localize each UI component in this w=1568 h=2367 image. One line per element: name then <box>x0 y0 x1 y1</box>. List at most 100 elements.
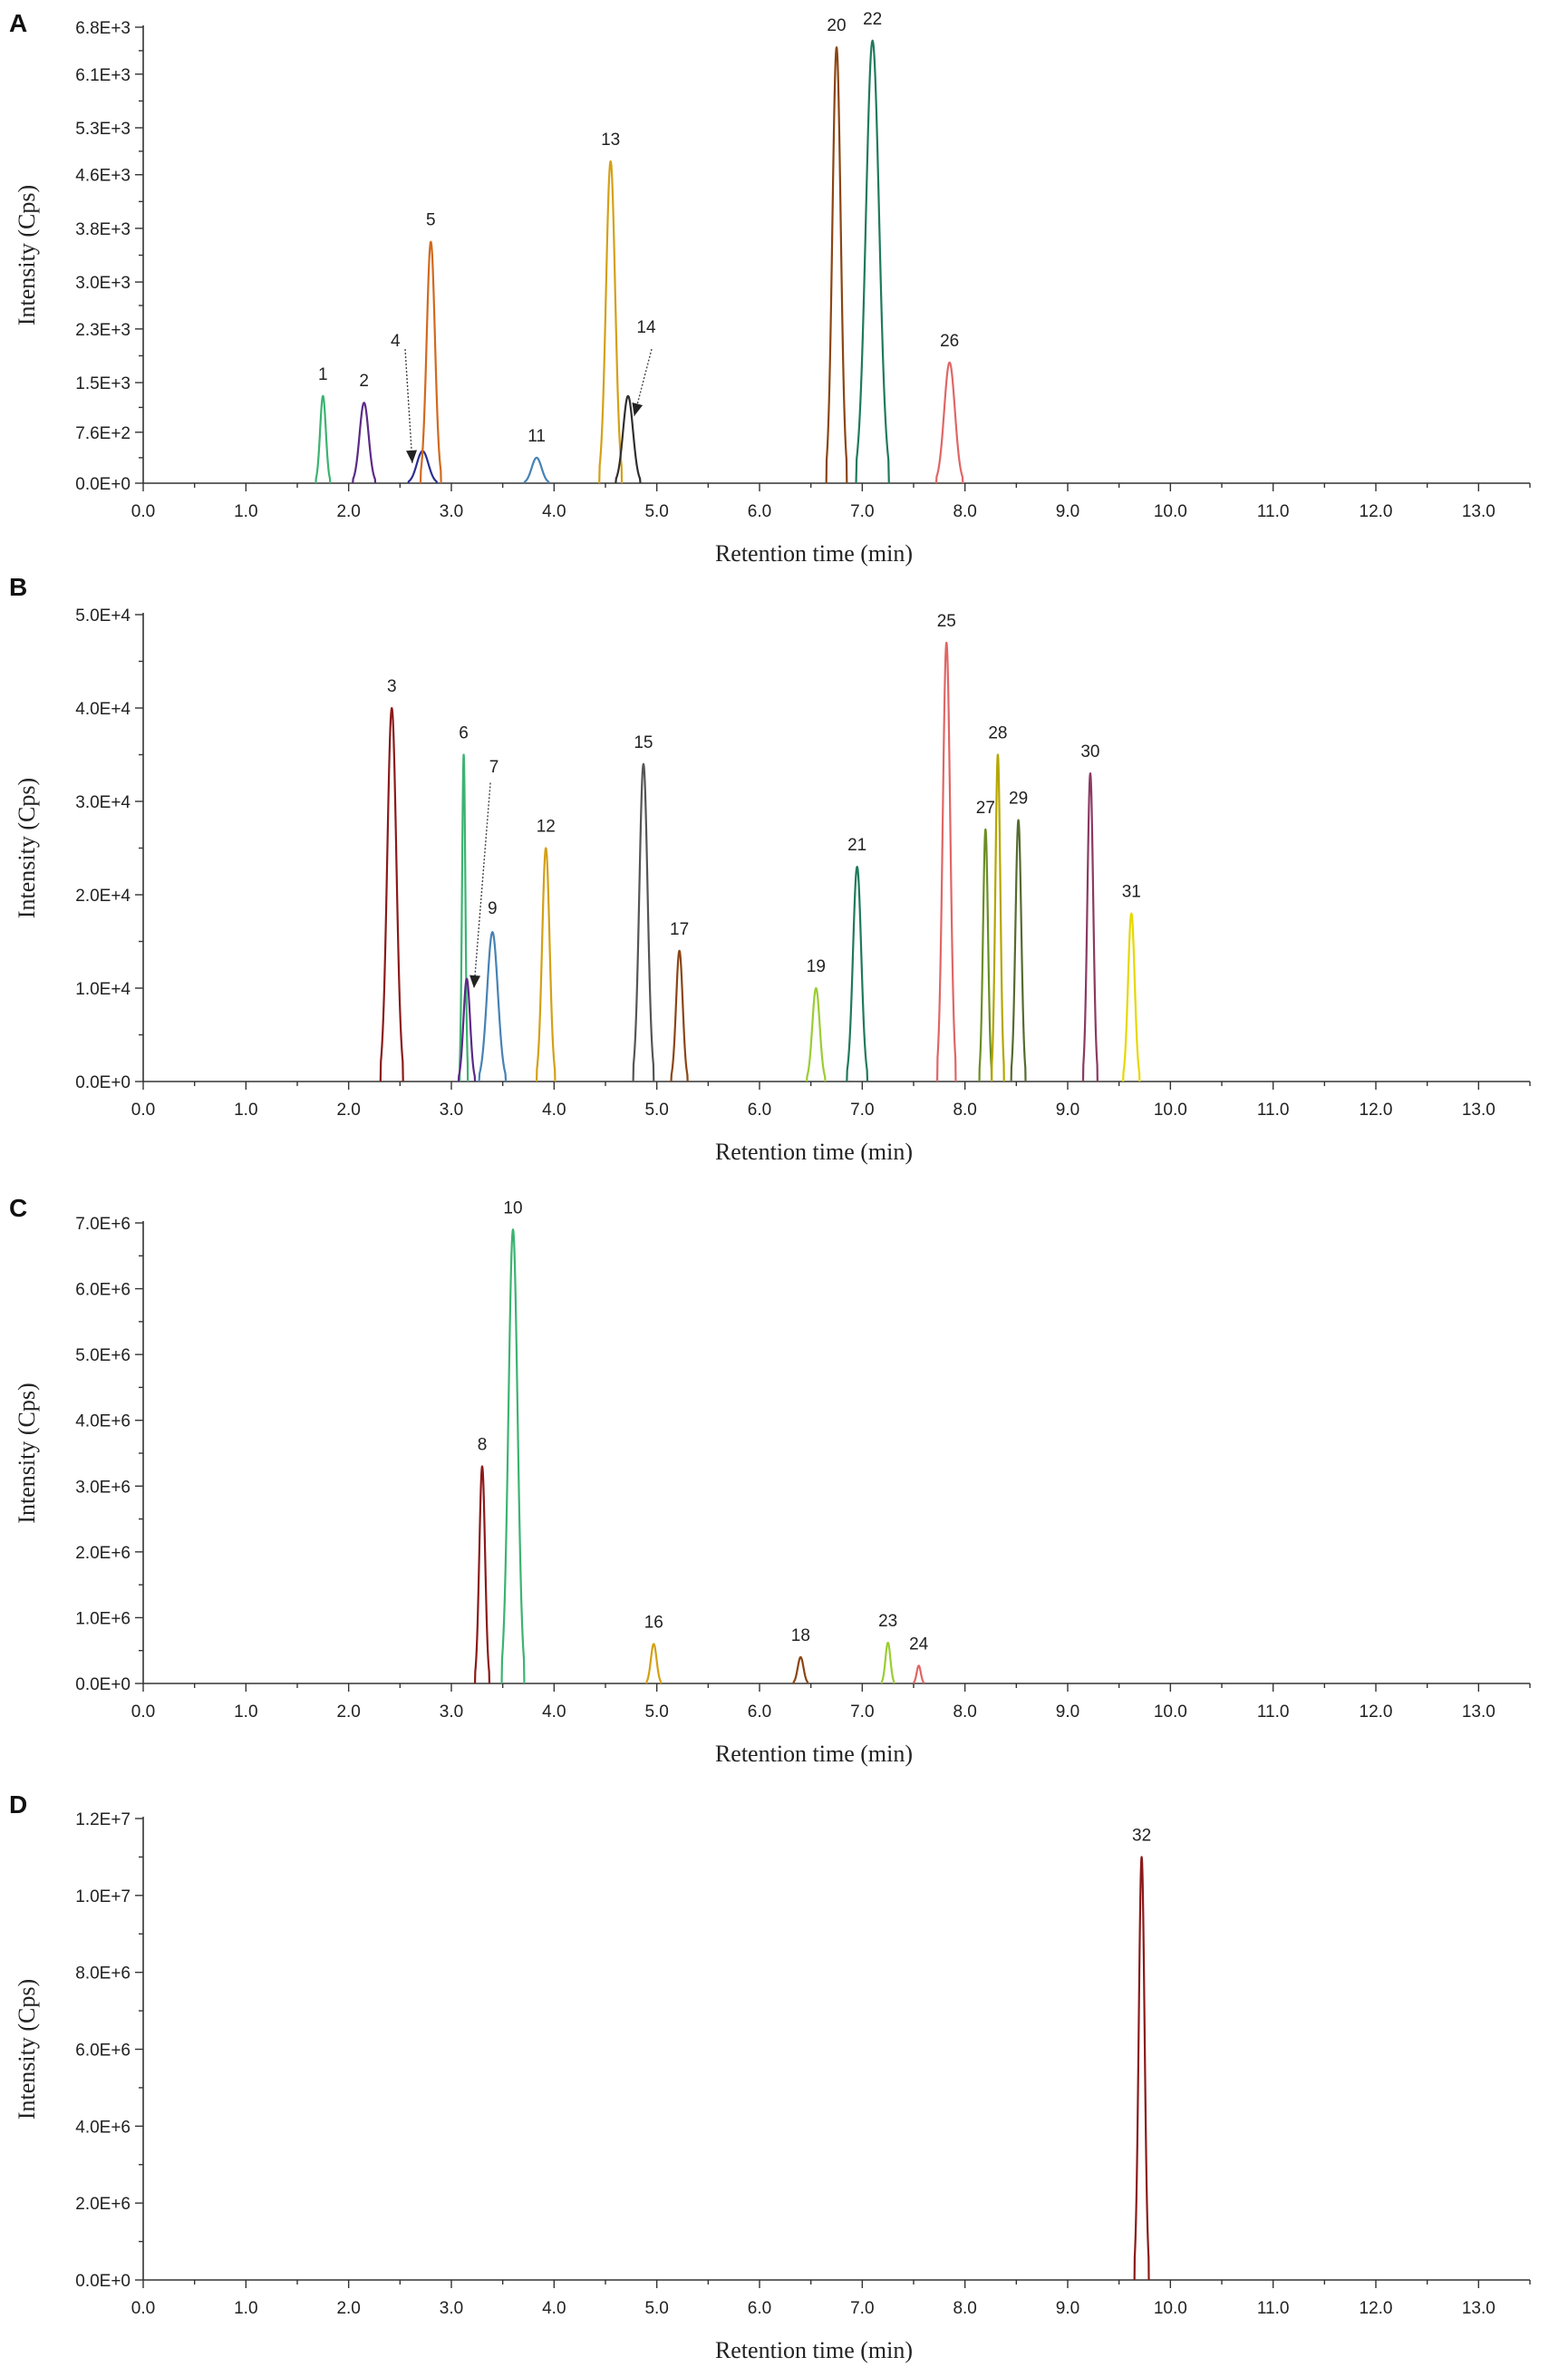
peak-trace-31 <box>1122 912 1141 1082</box>
x-tick-label: 11.0 <box>1257 1101 1290 1120</box>
panel-d: D 0.0 1.0 2.0 3.0 4.0 5.0 6.0 7.0 8.0 9.0 10.0 11.0 1… <box>9 1790 1531 2363</box>
x-tick-label: 13.0 <box>1462 502 1495 521</box>
y-tick-label: 7.0E+6 <box>75 1215 131 1234</box>
y-tick-label: 0.0E+0 <box>75 475 131 494</box>
y-tick-label: 3.0E+3 <box>75 274 131 293</box>
peak-trace-1 <box>315 394 332 484</box>
panel-letter: C <box>9 1194 27 1222</box>
peak-trace-12 <box>535 847 557 1082</box>
y-tick-label: 0.0E+0 <box>75 2272 131 2291</box>
x-tick-label: 9.0 <box>1056 1702 1079 1722</box>
panel-a: A 0.0 1.0 2.0 3.0 4.0 5.0 6.0 7.0 8.0 9.0 10.0 11.0 1… <box>9 9 1531 567</box>
peak-label-1: 1 <box>318 365 328 384</box>
x-tick-label: 9.0 <box>1056 2299 1079 2318</box>
peak-label-25: 25 <box>937 612 956 631</box>
peak-label-14: 14 <box>636 318 656 337</box>
peak-trace-2 <box>352 402 377 484</box>
peak-trace-14 <box>615 394 642 484</box>
peak-trace-21 <box>846 866 869 1082</box>
y-tick-label: 4.0E+6 <box>75 2118 131 2137</box>
peak-label-7: 7 <box>489 758 499 777</box>
x-tick-label: 5.0 <box>644 2299 668 2318</box>
y-tick-label: 4.0E+4 <box>75 700 131 719</box>
annotation-arrow-head-7 <box>469 975 481 988</box>
x-tick-label: 13.0 <box>1462 1702 1495 1722</box>
peak-trace-18 <box>792 1655 809 1684</box>
peak-trace-5 <box>419 240 442 484</box>
x-tick-label: 9.0 <box>1056 502 1079 521</box>
y-tick-label: 5.0E+6 <box>75 1346 131 1365</box>
x-tick-label: 0.0 <box>131 1702 155 1722</box>
y-tick-label: 4.6E+3 <box>75 167 131 186</box>
panel-letter: D <box>9 1790 27 1819</box>
x-tick-label: 9.0 <box>1056 1101 1079 1120</box>
peak-trace-32 <box>1133 1856 1150 2281</box>
x-tick-label: 2.0 <box>336 1101 360 1120</box>
peak-label-2: 2 <box>359 372 369 391</box>
x-tick-label: 13.0 <box>1462 2299 1495 2318</box>
x-tick-label: 5.0 <box>644 502 668 521</box>
x-tick-label: 5.0 <box>644 1101 668 1120</box>
y-tick-label: 2.0E+4 <box>75 887 131 906</box>
x-tick-label: 12.0 <box>1360 1101 1393 1120</box>
y-tick-label: 4.0E+6 <box>75 1412 131 1431</box>
x-tick-label: 6.0 <box>748 2299 771 2318</box>
x-tick-label: 2.0 <box>336 502 360 521</box>
y-tick-label: 7.6E+2 <box>75 424 131 443</box>
y-tick-label: 2.3E+3 <box>75 321 131 340</box>
peak-label-16: 16 <box>644 1613 663 1632</box>
peak-trace-17 <box>670 949 689 1082</box>
peak-trace-19 <box>806 986 827 1082</box>
peak-label-30: 30 <box>1080 742 1099 762</box>
x-tick-label: 10.0 <box>1154 1702 1187 1722</box>
x-tick-label: 12.0 <box>1360 1702 1393 1722</box>
peak-trace-29 <box>1010 819 1027 1082</box>
peak-label-11: 11 <box>528 427 546 446</box>
panel-c: C 0.0 1.0 2.0 3.0 4.0 5.0 6.0 7.0 8.0 9.0 10.0 11.0 1… <box>9 1194 1531 1767</box>
peak-trace-6 <box>458 753 469 1082</box>
y-tick-label: 3.8E+3 <box>75 220 131 239</box>
x-tick-label: 7.0 <box>850 502 874 521</box>
x-tick-label: 11.0 <box>1257 2299 1290 2318</box>
x-axis-title: Retention time (min) <box>715 540 913 567</box>
peak-trace-15 <box>632 762 655 1082</box>
x-tick-label: 4.0 <box>542 1101 566 1120</box>
x-tick-label: 10.0 <box>1154 2299 1187 2318</box>
peak-label-18: 18 <box>791 1626 810 1645</box>
peak-trace-23 <box>880 1641 895 1684</box>
peak-trace-28 <box>991 753 1005 1082</box>
peak-label-9: 9 <box>488 899 498 918</box>
peak-trace-3 <box>379 706 404 1082</box>
peak-trace-11 <box>523 456 550 484</box>
annotation-arrow-head-14 <box>632 402 644 417</box>
peak-label-4: 4 <box>391 332 401 351</box>
x-tick-label: 11.0 <box>1257 1702 1290 1722</box>
y-tick-label: 0.0E+0 <box>75 1675 131 1694</box>
peak-trace-9 <box>478 931 508 1082</box>
peak-trace-22 <box>855 39 890 484</box>
y-tick-label: 0.0E+0 <box>75 1073 131 1092</box>
peak-label-31: 31 <box>1122 883 1141 902</box>
x-tick-label: 1.0 <box>234 502 257 521</box>
x-tick-label: 6.0 <box>748 1101 771 1120</box>
peak-label-26: 26 <box>940 332 959 351</box>
x-tick-label: 3.0 <box>440 2299 463 2318</box>
peak-trace-25 <box>935 641 957 1082</box>
annotation-arrow-line-4 <box>404 349 413 463</box>
peak-label-27: 27 <box>976 799 995 818</box>
annotation-arrow-head-4 <box>406 450 418 463</box>
peak-trace-13 <box>598 160 624 484</box>
y-tick-label: 6.8E+3 <box>75 19 131 38</box>
y-tick-label: 1.0E+4 <box>75 980 131 999</box>
peak-label-6: 6 <box>459 724 469 743</box>
y-tick-label: 1.0E+7 <box>75 1887 131 1906</box>
peak-label-10: 10 <box>503 1198 522 1217</box>
x-tick-label: 11.0 <box>1257 502 1290 521</box>
y-tick-label: 5.0E+4 <box>75 606 131 626</box>
peak-label-17: 17 <box>670 920 689 939</box>
x-tick-label: 7.0 <box>850 2299 874 2318</box>
peak-trace-24 <box>912 1664 925 1684</box>
x-axis-title: Retention time (min) <box>715 1741 913 1767</box>
panel-b: B 0.0 1.0 2.0 3.0 4.0 5.0 6.0 7.0 8.0 9.0 10.0 11.0 1… <box>9 573 1531 1165</box>
x-tick-label: 5.0 <box>644 1702 668 1722</box>
